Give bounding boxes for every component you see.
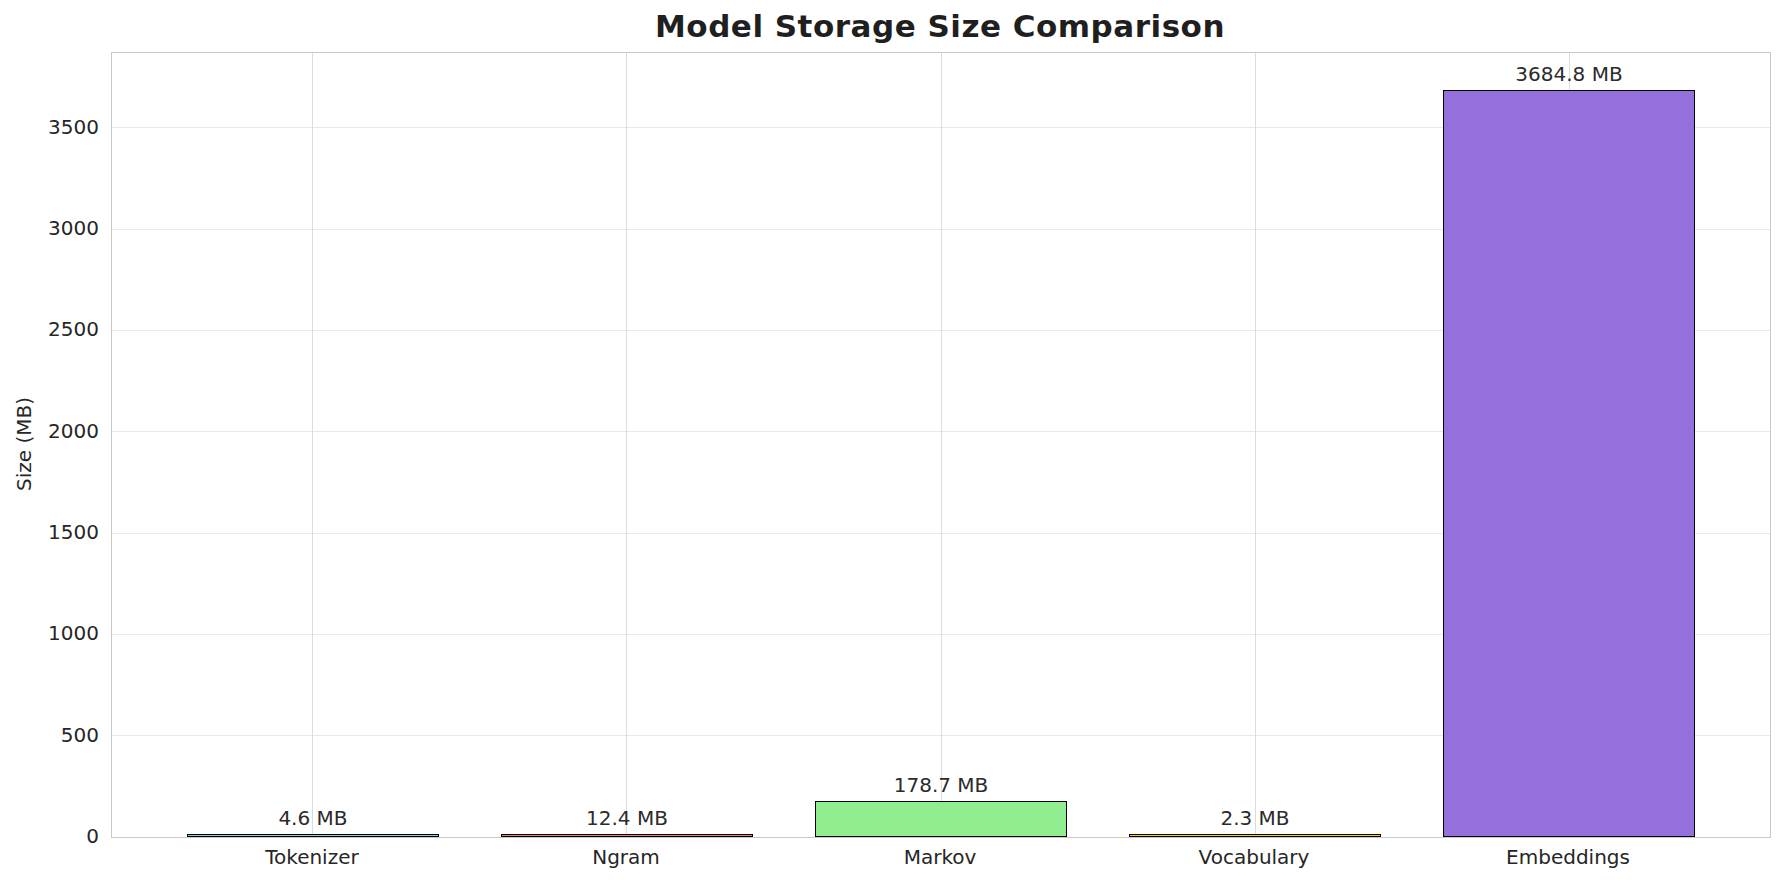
y-tick-label: 2000	[0, 420, 99, 442]
bar-value-label: 12.4 MB	[586, 806, 668, 830]
x-tick-label-tokenizer: Tokenizer	[265, 845, 359, 869]
y-tick-label: 1000	[0, 622, 99, 644]
bar-value-label: 4.6 MB	[278, 806, 347, 830]
v-gridline	[312, 53, 313, 837]
bar-value-label: 2.3 MB	[1220, 806, 1289, 830]
bar-chart-figure: Model Storage Size Comparison Size (MB) …	[0, 0, 1784, 886]
y-tick-label: 1500	[0, 521, 99, 543]
x-tick-label-ngram: Ngram	[592, 845, 660, 869]
bar-value-label: 178.7 MB	[894, 773, 989, 797]
x-tick-label-markov: Markov	[904, 845, 977, 869]
bar-value-label: 3684.8 MB	[1515, 62, 1622, 86]
v-gridline	[941, 53, 942, 837]
bar-embeddings	[1443, 90, 1694, 837]
plot-area: 4.6 MB 12.4 MB 178.7 MB 2.3 MB 3684.8 MB	[111, 52, 1771, 838]
bar-markov	[815, 801, 1066, 837]
y-tick-label: 0	[0, 825, 99, 847]
bar-ngram	[501, 834, 752, 837]
y-tick-label: 500	[0, 724, 99, 746]
bar-vocabulary	[1129, 834, 1380, 837]
x-tick-label-embeddings: Embeddings	[1506, 845, 1630, 869]
v-gridline	[626, 53, 627, 837]
y-axis-label: Size (MB)	[12, 397, 36, 491]
bar-tokenizer	[187, 834, 438, 837]
y-tick-label: 3500	[0, 116, 99, 138]
x-tick-label-vocabulary: Vocabulary	[1199, 845, 1310, 869]
chart-title: Model Storage Size Comparison	[111, 8, 1769, 44]
y-tick-label: 2500	[0, 318, 99, 340]
y-tick-label: 3000	[0, 217, 99, 239]
v-gridline	[1255, 53, 1256, 837]
